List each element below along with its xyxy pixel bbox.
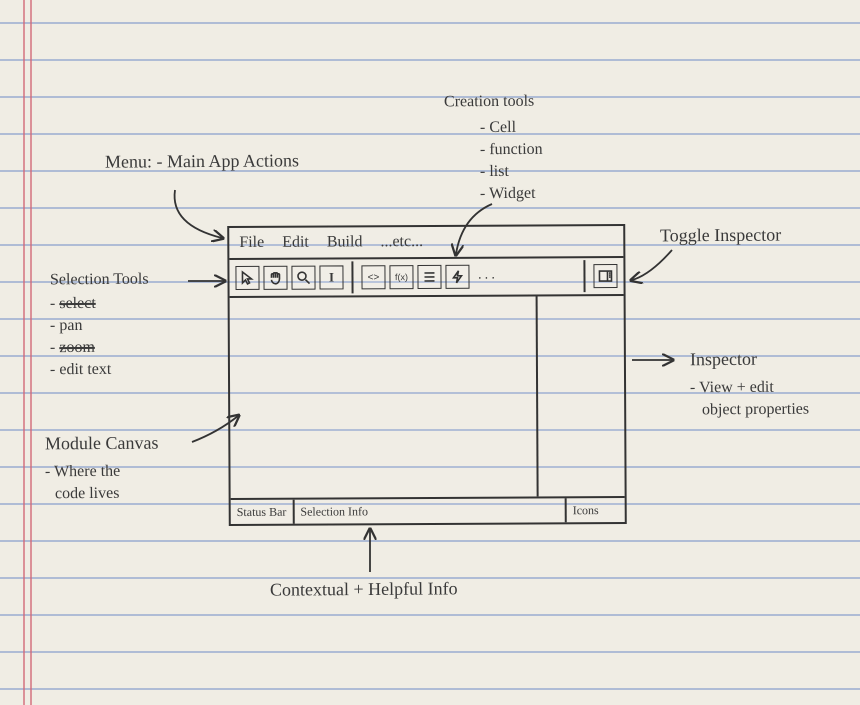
- zoom-icon: [295, 270, 311, 286]
- toolbar-more[interactable]: ···: [473, 269, 501, 285]
- toolbar: I <> f(x) ···: [229, 258, 623, 298]
- annotation-creation-item-3: - Widget: [480, 184, 536, 205]
- annotation-inspector-item-1: object properties: [702, 400, 809, 422]
- menu-edit[interactable]: Edit: [282, 234, 309, 252]
- tool-zoom[interactable]: [291, 266, 315, 290]
- annotation-contextual-title: Contextual + Helpful Info: [270, 577, 458, 602]
- annotation-creation-item-1: - function: [480, 140, 543, 161]
- menu-etc: ...etc...: [380, 233, 423, 251]
- annotation-selection-item-3: - edit text: [50, 360, 111, 381]
- cell-icon: <>: [368, 272, 380, 283]
- text-cursor-icon: I: [329, 269, 334, 285]
- toolbar-separator-2: [583, 260, 585, 292]
- panel-icon: [597, 268, 613, 284]
- inspector-panel[interactable]: [536, 296, 625, 496]
- tool-pan[interactable]: [263, 266, 287, 290]
- statusbar-icons: Icons: [567, 498, 625, 522]
- module-canvas[interactable]: [230, 296, 537, 498]
- annotation-toggle-inspector-title: Toggle Inspector: [660, 224, 781, 248]
- menubar: File Edit Build ...etc...: [229, 226, 623, 260]
- tool-list[interactable]: [417, 265, 441, 289]
- function-icon: f(x): [395, 272, 408, 282]
- tool-edit-text[interactable]: I: [319, 265, 343, 289]
- tool-cell[interactable]: <>: [361, 265, 385, 289]
- toolbar-creation-group: <> f(x): [361, 265, 469, 290]
- annotation-menu-title: Menu: - Main App Actions: [105, 149, 299, 174]
- annotation-selection-item-2: - zoom: [50, 338, 95, 359]
- tool-select[interactable]: [235, 266, 259, 290]
- annotation-canvas-item-0: - Where the: [45, 462, 120, 483]
- menu-build[interactable]: Build: [327, 233, 363, 251]
- list-icon: [421, 269, 437, 285]
- bolt-icon: [449, 269, 465, 285]
- annotation-selection-item-0: - select: [50, 294, 96, 315]
- annotation-canvas-title: Module Canvas: [45, 432, 159, 456]
- annotation-creation-title: Creation tools: [444, 92, 534, 113]
- toolbar-selection-group: I: [235, 265, 343, 290]
- hand-icon: [267, 270, 283, 286]
- tool-function[interactable]: f(x): [389, 265, 413, 289]
- annotation-inspector-title: Inspector: [690, 348, 757, 372]
- cursor-icon: [239, 270, 255, 286]
- statusbar-status: Status Bar: [231, 500, 295, 524]
- tool-toggle-inspector[interactable]: [593, 264, 617, 288]
- tool-widget[interactable]: [445, 265, 469, 289]
- statusbar: Status Bar Selection Info Icons: [231, 496, 625, 524]
- statusbar-selection: Selection Info: [294, 498, 566, 523]
- menu-file[interactable]: File: [239, 234, 264, 252]
- app-window: File Edit Build ...etc... I <>: [227, 224, 627, 526]
- app-body: [230, 296, 625, 498]
- annotation-creation-item-0: - Cell: [480, 118, 516, 139]
- annotation-canvas-item-1: code lives: [55, 484, 120, 505]
- annotation-creation-item-2: - list: [480, 162, 509, 183]
- annotation-selection-title: Selection Tools: [50, 270, 149, 291]
- annotation-inspector-item-0: - View + edit: [690, 378, 774, 399]
- annotation-selection-item-1: - pan: [50, 316, 83, 337]
- toolbar-separator-1: [351, 261, 353, 293]
